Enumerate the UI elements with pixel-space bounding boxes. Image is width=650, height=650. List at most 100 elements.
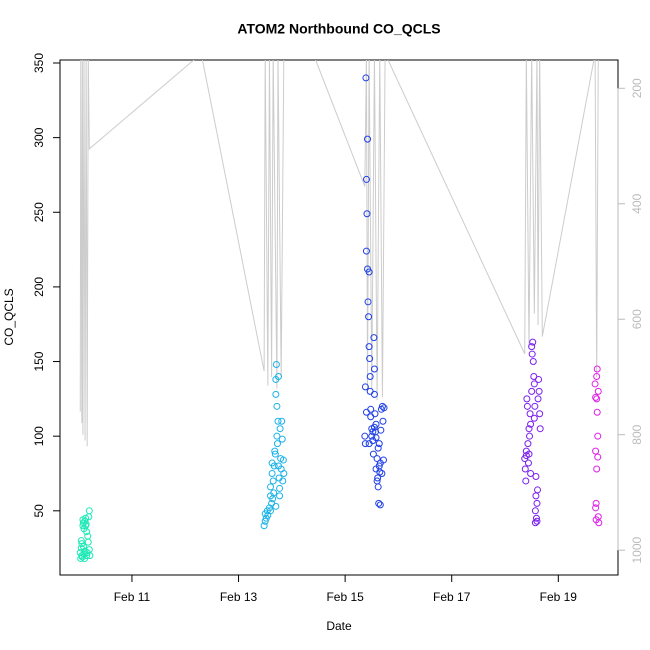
data-point [522, 452, 530, 460]
data-point [267, 483, 275, 491]
y2-tick-label: 200 [630, 78, 644, 98]
data-point [271, 450, 279, 458]
x-axis-label: Date [326, 619, 352, 633]
y-tick-label: 100 [32, 426, 46, 446]
data-point [529, 338, 537, 346]
pressure-line [79, 60, 599, 447]
data-point [267, 507, 275, 515]
data-point [82, 520, 90, 528]
data-point [526, 410, 534, 418]
chart-title: ATOM2 Northbound CO_QCLS [237, 21, 440, 37]
data-point [529, 358, 537, 366]
data-point [528, 387, 536, 395]
data-point [363, 210, 371, 218]
data-point [530, 380, 538, 388]
data-point [531, 507, 539, 515]
data-point [365, 268, 373, 276]
data-point [83, 552, 91, 560]
data-point [265, 504, 273, 512]
data-point [379, 417, 387, 425]
data-point [380, 404, 388, 412]
data-point [532, 492, 540, 500]
y2-tick-label: 1000 [630, 537, 644, 564]
data-point [276, 492, 284, 500]
y-tick-label: 250 [32, 202, 46, 222]
data-point [530, 414, 538, 422]
data-point [275, 372, 283, 380]
data-point [370, 365, 378, 373]
data-point [593, 365, 601, 373]
data-point [272, 502, 280, 510]
data-point [269, 495, 277, 503]
data-point [371, 410, 379, 418]
data-point [370, 334, 378, 342]
data-point [279, 477, 287, 485]
data-point [526, 432, 534, 440]
data-point [361, 432, 369, 440]
data-point [276, 484, 284, 492]
data-point [370, 390, 378, 398]
x-tick-label: Feb 15 [326, 590, 364, 604]
y2-tick-label: 400 [630, 193, 644, 213]
data-point [523, 395, 531, 403]
data-point [368, 432, 376, 440]
data-point [362, 247, 370, 255]
data-point [374, 474, 382, 482]
data-point [591, 380, 599, 388]
data-point [86, 552, 94, 560]
x-tick-label: Feb 13 [220, 590, 258, 604]
data-point [369, 428, 377, 436]
data-point [527, 420, 535, 428]
data-point [524, 440, 532, 448]
data-point [77, 555, 85, 563]
data-point [536, 410, 544, 418]
data-point [592, 393, 600, 401]
data-point [533, 499, 541, 507]
data-point [268, 469, 276, 477]
y-axis-label: CO_QCLS [2, 288, 16, 345]
data-point [594, 432, 602, 440]
data-point [361, 440, 369, 448]
data-point [84, 538, 92, 546]
data-point [375, 440, 383, 448]
data-point [373, 455, 381, 463]
data-point [81, 547, 89, 555]
data-point [528, 343, 536, 351]
data-point [594, 387, 602, 395]
data-point [525, 425, 533, 433]
y-tick-label: 300 [32, 127, 46, 147]
data-point [83, 528, 91, 536]
data-point [534, 486, 542, 494]
data-point [364, 135, 372, 143]
data-point [362, 175, 370, 183]
data-point [279, 456, 287, 464]
data-point [375, 499, 383, 507]
data-point [376, 501, 384, 509]
data-point [365, 440, 373, 448]
data-point [534, 395, 542, 403]
data-point [532, 472, 540, 480]
data-point [595, 519, 603, 527]
data-point [533, 517, 541, 525]
data-point [535, 387, 543, 395]
data-point [365, 343, 373, 351]
data-point [365, 313, 373, 321]
data-point [81, 517, 89, 525]
data-point [531, 519, 539, 527]
data-point [364, 298, 372, 306]
data-point [593, 465, 601, 473]
data-point [378, 469, 386, 477]
data-point [523, 402, 531, 410]
y-tick-label: 150 [32, 351, 46, 371]
data-point [592, 504, 600, 512]
data-point [374, 444, 382, 452]
data-point [278, 417, 286, 425]
data-point [535, 375, 543, 383]
data-point [522, 477, 530, 485]
data-point [280, 469, 288, 477]
data-point [593, 408, 601, 416]
data-point [362, 408, 370, 416]
data-point [362, 74, 370, 82]
data-point [521, 465, 529, 473]
